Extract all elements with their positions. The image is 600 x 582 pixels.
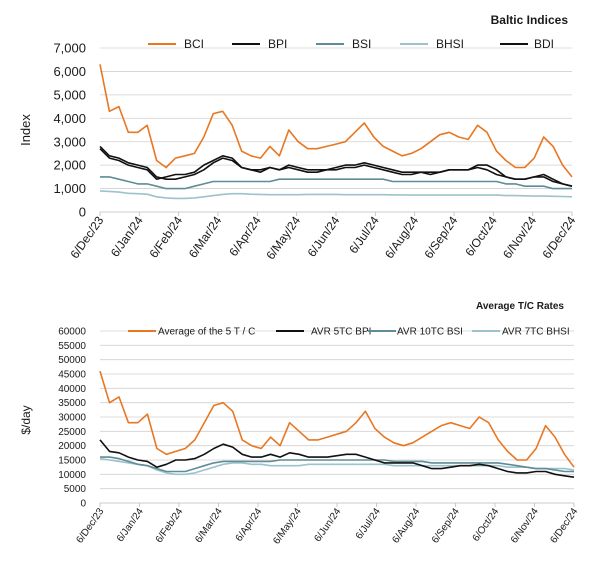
x-tick-label: 6/Jan/24: [115, 506, 146, 544]
x-tick-label: 6/Jun/24: [305, 213, 343, 259]
x-tick-label: 6/Jul/24: [346, 213, 382, 256]
y-tick-labels: 0 5000 10000 15000 20000 25000 30000 35000 40000…: [58, 327, 86, 510]
y-tick-label: 7,000: [53, 41, 86, 56]
x-tick-labels: 6/Dec/23 6/Jan/24 6/Feb/24 6/Mar/24 6/Apr/24…: [67, 212, 579, 262]
series-line-bsi: [100, 176, 572, 190]
series-line-avr-7tc-bhsi: [99, 457, 575, 476]
x-tick-label: 6/Dec/23: [67, 213, 106, 261]
legend-label-average-of-the-5-t-c: Average of the 5 T / C: [158, 327, 255, 338]
y-tick-label: 60000: [58, 327, 86, 338]
y-tick-label: 45000: [58, 370, 86, 381]
x-tick-label: 6/Mar/24: [186, 213, 225, 260]
legend-label-avr-7tc-bhsi: AVR 7TC BHSI: [502, 327, 570, 338]
x-tick-label: 6/Aug/24: [390, 506, 422, 545]
x-tick-label: 6/Apr/24: [226, 213, 264, 258]
x-tick-label: 6/Jan/24: [108, 213, 146, 259]
legend-label-bdi: BDI: [534, 37, 554, 51]
x-tick-label: 6/Nov/24: [509, 506, 541, 545]
x-tick-label: 6/Mar/24: [193, 506, 225, 545]
series-line-bdi: [99, 145, 573, 187]
series-line-avr-5tc-bpi: [99, 439, 575, 478]
y-tick-label: 5,000: [53, 87, 86, 102]
y-tick-label: 55000: [58, 341, 86, 352]
series-line-avr-10tc-bsi: [100, 456, 574, 473]
legend-label-bpi: BPI: [268, 37, 287, 51]
series-line-bpi: [99, 148, 573, 187]
y-tick-label: 15000: [58, 456, 86, 467]
y-tick-label: 20000: [58, 441, 86, 452]
series-line-bhsi: [99, 190, 573, 200]
y-tick-label: 0: [79, 205, 86, 220]
legend-label-bsi: BSI: [352, 37, 371, 51]
x-tick-label: 6/May/24: [263, 213, 303, 262]
legend-label-bhsi: BHSI: [436, 37, 464, 51]
y-tick-label: 10000: [58, 470, 86, 481]
y-tick-label: 2,000: [53, 158, 86, 173]
x-tick-label: 6/Dec/23: [74, 506, 106, 545]
x-tick-label: 6/Oct/24: [471, 506, 502, 544]
legend-label-avr-10tc-bsi: AVR 10TC BSI: [397, 327, 463, 338]
x-tick-label: 6/Nov/24: [500, 213, 539, 261]
legend-label-bci: BCI: [184, 37, 204, 51]
baltic-indices-chart: Baltic Indices Index 0 1,000 2,000 3,000 4,0…: [18, 13, 579, 262]
y-tick-label: 25000: [58, 427, 86, 438]
x-tick-label: 6/May/24: [271, 506, 304, 546]
y-tick-label: 3,000: [53, 134, 86, 149]
chart-title: Baltic Indices: [491, 13, 569, 27]
x-tick-label: 6/Feb/24: [146, 213, 185, 260]
y-tick-label: 1,000: [53, 181, 86, 196]
x-tick-label: 6/Sep/24: [430, 506, 462, 545]
y-tick-label: 50000: [58, 355, 86, 366]
y-tick-label: 5000: [64, 484, 87, 495]
legend: Average of the 5 T / C AVR 5TC BPI AVR 10T…: [128, 327, 570, 338]
x-tick-label: 6/Jul/24: [354, 506, 383, 541]
y-axis-label: Index: [18, 114, 33, 146]
series-lines: [99, 370, 575, 478]
y-tick-label: 6,000: [53, 64, 86, 79]
y-tick-label: 0: [80, 499, 86, 510]
grid-lines: [100, 330, 574, 504]
y-tick-label: 4,000: [53, 111, 86, 126]
x-tick-label: 6/Apr/24: [234, 506, 265, 544]
x-tick-label: 6/Dec/24: [548, 506, 580, 545]
grid-lines: [100, 47, 572, 213]
x-tick-label: 6/Sep/24: [421, 213, 460, 261]
y-tick-label: 40000: [58, 384, 86, 395]
series-line-bci: [99, 64, 573, 178]
y-tick-label: 35000: [58, 398, 86, 409]
legend: BCI BPI BSI BHSI BDI: [148, 37, 554, 51]
x-tick-label: 6/Aug/24: [382, 213, 421, 261]
legend-label-avr-5tc-bpi: AVR 5TC BPI: [311, 327, 371, 338]
x-tick-label: 6/Jun/24: [312, 506, 343, 544]
x-tick-label: 6/Dec/24: [539, 213, 578, 261]
average-tc-rates-chart: Average T/C Rates $/day 0 5000 10000 15000 2…: [19, 301, 581, 546]
x-tick-labels: 6/Dec/23 6/Jan/24 6/Feb/24 6/Mar/24 6/Apr/24…: [74, 503, 581, 546]
x-tick-label: 6/Feb/24: [154, 506, 186, 545]
chart-title: Average T/C Rates: [476, 301, 564, 312]
series-line-average-of-the-5-t-c: [99, 370, 575, 468]
series-lines: [99, 64, 573, 200]
x-tick-label: 6/Oct/24: [462, 213, 500, 258]
y-axis-label: $/day: [19, 405, 33, 434]
y-tick-labels: 0 1,000 2,000 3,000 4,000 5,000 6,000 7,000: [53, 41, 86, 220]
y-tick-label: 30000: [58, 413, 86, 424]
